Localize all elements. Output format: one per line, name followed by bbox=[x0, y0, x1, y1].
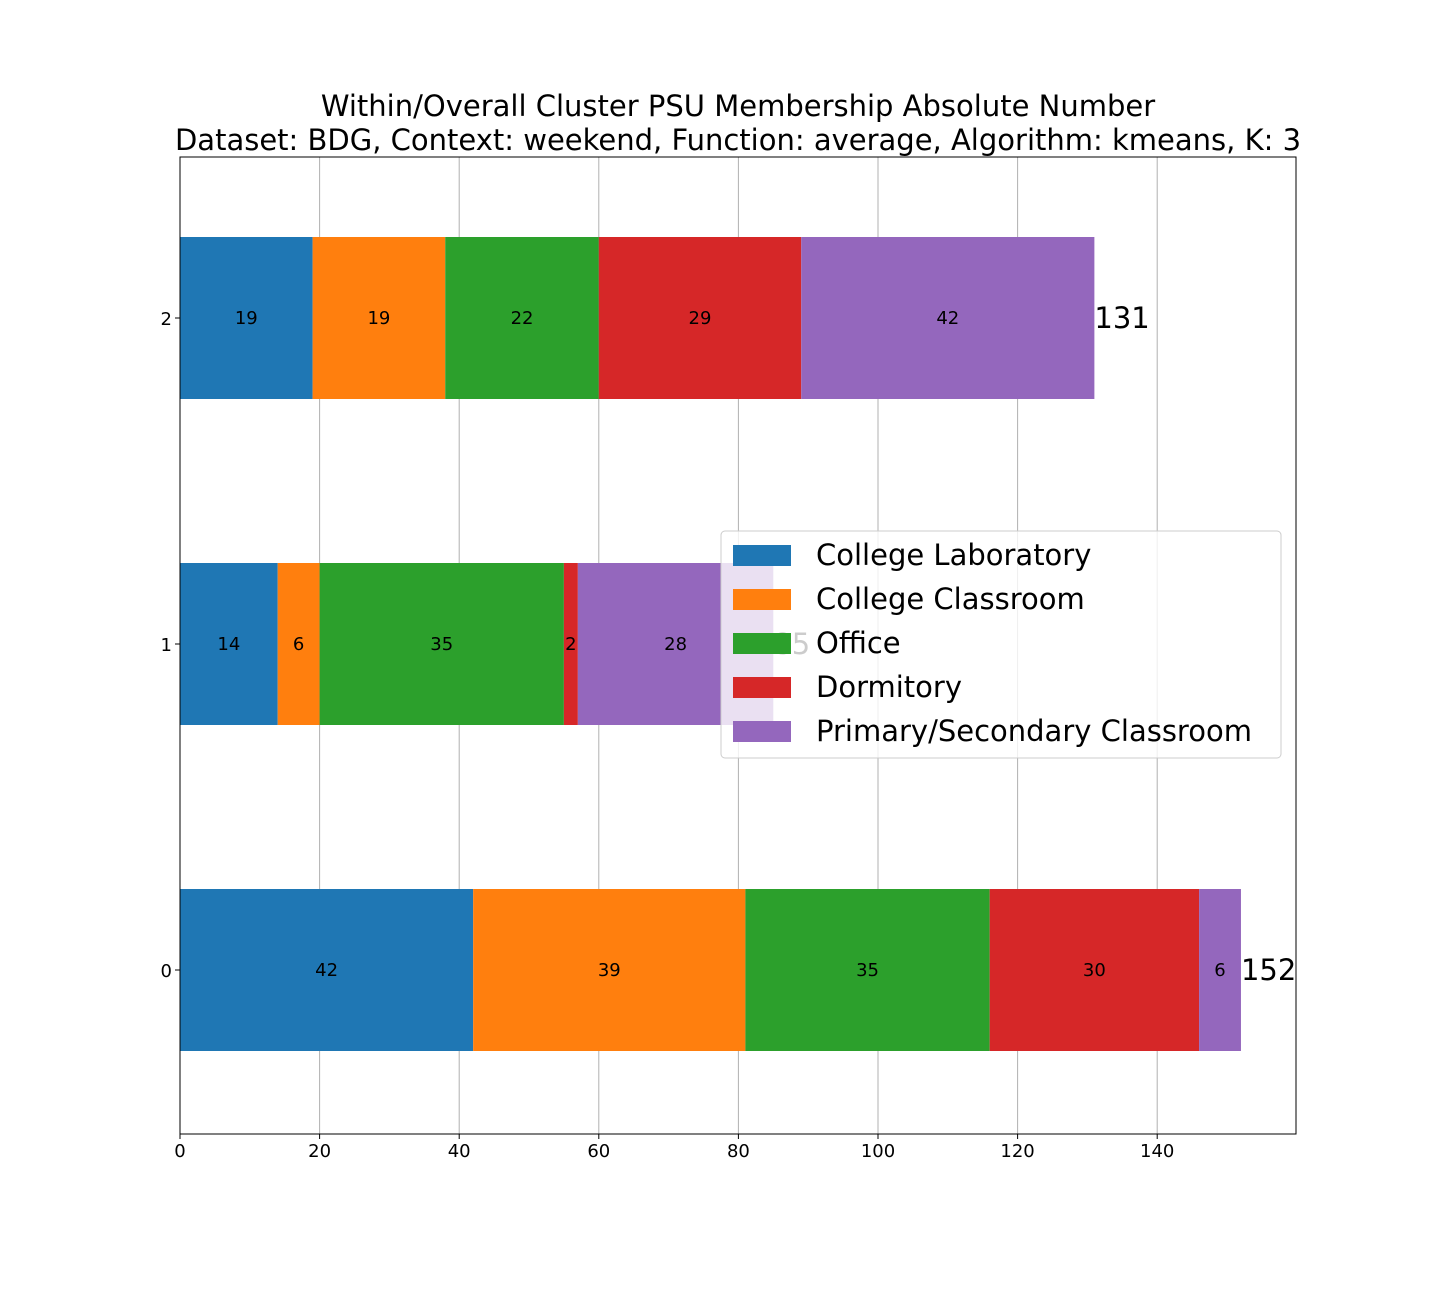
bar-segment-label-0-1: 39 bbox=[598, 960, 621, 981]
chart-title-line-1: Within/Overall Cluster PSU Membership Ab… bbox=[321, 89, 1155, 123]
bar-segment-label-1-3: 2 bbox=[565, 634, 576, 655]
bar-segment-label-1-0: 14 bbox=[217, 634, 240, 655]
x-tick-label-7: 140 bbox=[1140, 1141, 1174, 1162]
bar-segment-2-1 bbox=[312, 237, 446, 399]
bar-segment-label-0-3: 30 bbox=[1083, 960, 1106, 981]
bar-segment-label-0-2: 35 bbox=[856, 960, 879, 981]
legend-box bbox=[720, 530, 1282, 759]
x-tick-label-4: 80 bbox=[727, 1141, 750, 1162]
legend-label-3: Dormitory bbox=[816, 670, 962, 704]
bar-segment-0-4 bbox=[1199, 889, 1241, 1051]
bar-segment-1-0 bbox=[180, 563, 278, 725]
y-axis: 0 1 2 bbox=[161, 309, 180, 982]
legend-swatch-1 bbox=[733, 589, 791, 610]
bar-segment-label-2-2: 22 bbox=[511, 308, 534, 329]
bar-total-label-0: 152 bbox=[1241, 953, 1296, 987]
legend-swatch-0 bbox=[733, 545, 791, 566]
bar-segment-2-4 bbox=[801, 237, 1095, 399]
bar-segment-label-2-1: 19 bbox=[367, 308, 390, 329]
y-tick-label-0: 0 bbox=[161, 961, 172, 982]
bar-segment-0-1 bbox=[473, 889, 746, 1051]
bar-segment-1-1 bbox=[277, 563, 320, 725]
x-tick-label-6: 120 bbox=[1000, 1141, 1034, 1162]
legend-swatch-2 bbox=[733, 633, 791, 654]
x-tick-label-3: 60 bbox=[587, 1141, 610, 1162]
bar-segment-2-0 bbox=[180, 237, 313, 399]
chart-title-line-2: Dataset: BDG, Context: weekend, Function… bbox=[175, 123, 1301, 157]
legend-label-0: College Laboratory bbox=[816, 538, 1091, 572]
x-tick-label-2: 40 bbox=[448, 1141, 471, 1162]
bar-segment-2-2 bbox=[445, 237, 599, 399]
legend-label-4: Primary/Secondary Classroom bbox=[816, 714, 1252, 748]
x-tick-label-5: 100 bbox=[861, 1141, 895, 1162]
bar-segment-label-0-0: 42 bbox=[315, 960, 338, 981]
bar-segment-0-0 bbox=[180, 889, 474, 1051]
bar-segment-label-2-3: 29 bbox=[689, 308, 712, 329]
bar-segment-label-0-4: 6 bbox=[1214, 960, 1225, 981]
bar-segment-label-1-4: 28 bbox=[664, 634, 687, 655]
legend-label-1: College Classroom bbox=[816, 582, 1085, 616]
y-tick-label-1: 1 bbox=[161, 635, 172, 656]
bar-segment-0-3 bbox=[989, 889, 1200, 1051]
bar-segment-0-2 bbox=[745, 889, 990, 1051]
bar-segment-label-1-2: 35 bbox=[430, 634, 453, 655]
x-tick-label-0: 0 bbox=[174, 1141, 185, 1162]
bar-segment-label-2-0: 19 bbox=[235, 308, 258, 329]
bar-segment-1-2 bbox=[319, 563, 564, 725]
bar-segment-label-1-1: 6 bbox=[293, 634, 304, 655]
x-tick-label-1: 20 bbox=[308, 1141, 331, 1162]
legend: College Laboratory College Classroom Offic… bbox=[720, 530, 1282, 759]
legend-swatch-3 bbox=[733, 677, 791, 698]
legend-label-2: Office bbox=[816, 626, 901, 660]
legend-swatch-4 bbox=[733, 721, 791, 742]
bar-total-label-2: 131 bbox=[1094, 301, 1149, 335]
y-tick-label-2: 2 bbox=[161, 309, 172, 330]
bar-segment-2-3 bbox=[598, 237, 802, 399]
bar-segment-label-2-4: 42 bbox=[936, 308, 959, 329]
bar-segment-1-3 bbox=[563, 563, 578, 725]
x-axis: 0 20 40 60 80 100 120 140 bbox=[174, 1134, 1174, 1162]
